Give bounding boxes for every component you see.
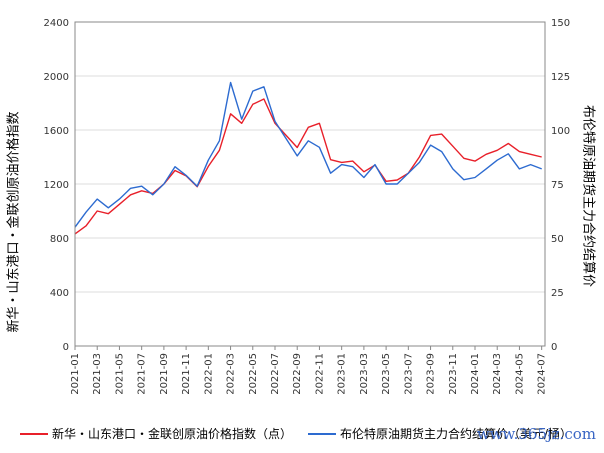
legend-label-index: 新华・山东港口・金联创原油价格指数（点） (52, 427, 293, 441)
x-tick-label: 2022-03 (226, 353, 237, 395)
x-tick-label: 2022-05 (248, 353, 259, 395)
y-tick-label-right: 25 (551, 288, 564, 299)
y-tick-label-right: 150 (551, 18, 570, 29)
y-tick-label-right: 0 (551, 342, 557, 353)
series-line-brent (74, 81, 542, 228)
y-tick-label-left: 800 (50, 234, 69, 245)
x-tick-label: 2023-05 (381, 353, 392, 395)
y-tick-label-left: 2400 (44, 18, 69, 29)
x-tick-label: 2021-03 (92, 353, 103, 395)
x-tick-label: 2021-01 (70, 353, 81, 395)
y-tick-label-right: 75 (551, 180, 564, 191)
series-line-index (74, 98, 542, 235)
plot-border (74, 21, 546, 347)
series-layer (74, 81, 542, 235)
x-tick-label: 2021-11 (181, 353, 192, 395)
y-tick-label-left: 1600 (44, 126, 69, 137)
x-tick-label: 2022-01 (203, 353, 214, 395)
y-axis-left: 0 400 800 1200 1600 2000 2400 (44, 18, 69, 353)
y-axis-right: 0 25 50 75 100 125 150 (551, 18, 570, 353)
legend-item-index: 新华・山东港口・金联创原油价格指数（点） (20, 425, 292, 442)
legend-swatch-blue (308, 432, 337, 435)
x-tick-label: 2022-11 (314, 353, 325, 395)
x-tick-label: 2024-05 (514, 353, 525, 395)
x-tick-label: 2022-07 (270, 353, 281, 395)
x-tick-label: 2023-09 (426, 353, 437, 395)
gridlines (75, 21, 545, 347)
y-tick-label-right: 100 (551, 126, 570, 137)
x-tick-label: 2023-01 (337, 353, 348, 395)
x-tick-label: 2023-07 (403, 353, 414, 395)
y-tick-label-left: 0 (63, 342, 69, 353)
y-axis-right-title: 布伦特原油期货主力合约结算价 (580, 104, 596, 288)
x-tick-label: 2024-01 (470, 353, 481, 395)
x-tick-label: 2021-07 (137, 353, 148, 395)
x-tick-label: 2024-03 (492, 353, 503, 395)
watermark: www.365jz.com (476, 425, 596, 443)
legend-item-brent: 布伦特原油期货主力合约结算价（美元/桶） (308, 425, 572, 442)
y-tick-label-left: 400 (50, 288, 69, 299)
x-tick-label: 2021-09 (159, 353, 170, 395)
y-axis-left-title: 新华・山东港口・金联创原油价格指数 (6, 111, 22, 333)
x-tick-label: 2023-11 (448, 353, 459, 395)
y-tick-label-left: 2000 (44, 72, 69, 83)
x-tick-label: 2021-05 (114, 353, 125, 395)
y-tick-label-left: 1200 (44, 180, 69, 191)
x-axis: 2021-01 2021-03 2021-05 2021-07 2021-09 2021-… (70, 346, 548, 395)
legend-label-brent: 布伦特原油期货主力合约结算价（美元/桶） (340, 427, 573, 441)
y-tick-label-right: 50 (551, 234, 564, 245)
legend-swatch-red (20, 432, 48, 435)
x-tick-label: 2022-09 (292, 353, 303, 395)
legend: 新华・山东港口・金联创原油价格指数（点） 布伦特原油期货主力合约结算价（美元/桶… (20, 425, 588, 442)
y-tick-label-right: 125 (551, 72, 570, 83)
x-tick-label: 2023-03 (359, 353, 370, 395)
x-tick-label: 2024-07 (537, 353, 548, 395)
